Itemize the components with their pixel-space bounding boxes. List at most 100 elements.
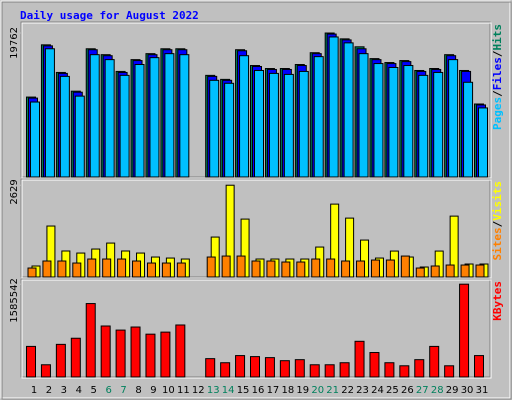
x-tick-label: 17 <box>267 385 280 396</box>
bar <box>224 82 235 178</box>
x-tick-label: 2 <box>46 385 52 396</box>
bar <box>164 53 175 178</box>
bar <box>281 261 291 278</box>
bar <box>324 364 335 378</box>
legend: Pages/Files/Hits <box>491 24 504 130</box>
bar <box>40 364 51 378</box>
x-tick-label: 3 <box>61 385 67 396</box>
legend-entry: Pages <box>491 97 504 130</box>
legend-entry: KBytes <box>491 281 504 321</box>
bar <box>119 74 130 178</box>
bar <box>478 107 488 178</box>
x-tick-label: 31 <box>476 385 489 396</box>
bar <box>102 258 112 278</box>
bar <box>209 79 220 178</box>
bar <box>266 260 276 278</box>
bar <box>100 325 111 378</box>
bar <box>403 65 414 178</box>
bar <box>328 36 339 178</box>
bar <box>309 364 320 378</box>
bar <box>59 75 70 178</box>
bar <box>149 57 160 178</box>
x-tick-label: 21 <box>326 385 339 396</box>
x-tick-label: 12 <box>192 385 205 396</box>
bar <box>85 303 96 378</box>
legend-separator: / <box>491 50 504 57</box>
bar <box>429 345 440 378</box>
bar <box>388 66 399 178</box>
x-tick-label: 18 <box>281 385 294 396</box>
bar <box>354 340 365 378</box>
bar <box>341 260 351 278</box>
x-tick-label: 24 <box>371 385 384 396</box>
bar <box>57 260 67 278</box>
bar <box>236 255 246 278</box>
x-tick-label: 25 <box>386 385 399 396</box>
x-tick-label: 22 <box>341 385 354 396</box>
bar <box>251 260 261 278</box>
bar <box>74 95 85 178</box>
bar <box>444 365 455 378</box>
bar <box>117 258 127 278</box>
bar <box>134 64 145 178</box>
bar <box>70 337 81 378</box>
x-tick-label: 30 <box>461 385 474 396</box>
x-tick-label: 29 <box>446 385 459 396</box>
bar <box>459 283 470 378</box>
legend-entry: Files <box>491 57 504 90</box>
x-tick-label: 4 <box>76 385 82 396</box>
x-tick-label: 26 <box>401 385 414 396</box>
x-tick-label: 11 <box>177 385 190 396</box>
x-tick-label: 7 <box>120 385 126 396</box>
legend-entry: Hits <box>491 24 504 51</box>
bar <box>44 48 55 178</box>
x-tick-label: 19 <box>296 385 309 396</box>
panel-dark <box>21 22 492 179</box>
bar <box>42 260 52 278</box>
bar <box>369 352 380 378</box>
bar <box>298 70 309 178</box>
bar <box>311 258 321 278</box>
bar <box>145 333 156 378</box>
bar <box>264 357 275 378</box>
bar <box>343 42 354 178</box>
bar <box>283 73 294 178</box>
bar <box>26 345 36 378</box>
bar <box>400 255 410 278</box>
bar <box>313 56 324 178</box>
x-tick-label: 8 <box>135 385 141 396</box>
bar <box>370 259 380 278</box>
x-tick-label: 15 <box>237 385 250 396</box>
bar <box>130 326 141 378</box>
bar <box>239 55 250 178</box>
bar <box>87 258 97 278</box>
x-tick-label: 5 <box>91 385 97 396</box>
bar <box>27 267 37 278</box>
x-tick-label: 20 <box>311 385 324 396</box>
bar <box>179 54 190 178</box>
legend-entry: Sites <box>491 227 504 260</box>
bar <box>448 59 459 178</box>
legend-entry: Visits <box>491 181 504 221</box>
bar <box>175 324 186 378</box>
y-tick-label: 1585542 <box>9 278 20 323</box>
bar <box>250 356 260 378</box>
bar <box>220 362 231 378</box>
bar <box>279 360 290 378</box>
bar <box>296 261 306 278</box>
legend: KBytes <box>491 281 504 321</box>
bar <box>146 262 156 278</box>
bar <box>384 362 395 378</box>
panel-dark <box>21 179 492 279</box>
bar <box>326 258 336 278</box>
bar <box>460 264 470 278</box>
chart-title: Daily usage for August 2022 <box>20 9 199 22</box>
x-tick-label: 16 <box>252 385 265 396</box>
x-tick-label: 9 <box>150 385 156 396</box>
bar <box>205 358 216 378</box>
x-tick-label: 1 <box>31 385 37 396</box>
bar <box>115 329 126 378</box>
